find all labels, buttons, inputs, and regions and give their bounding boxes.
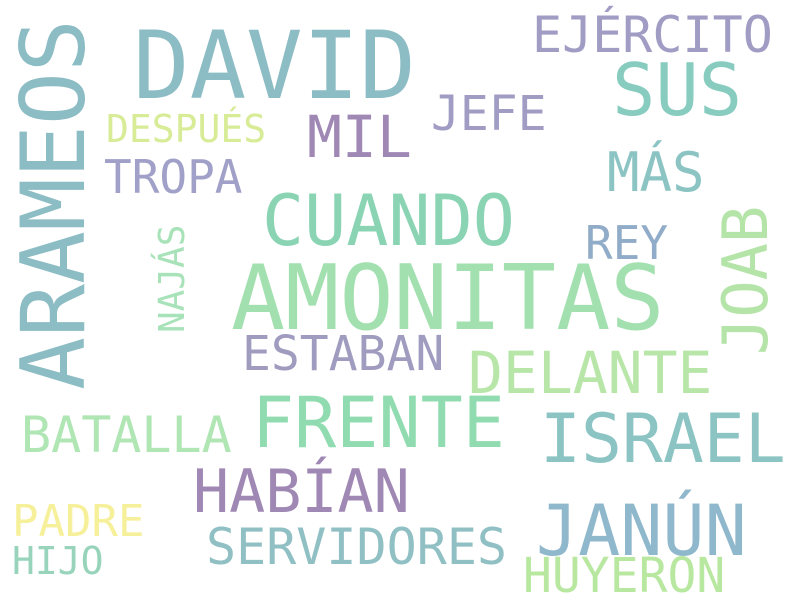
word-david: DAVID xyxy=(133,12,416,121)
word-padre: PADRE xyxy=(12,496,145,547)
word-janun: JANÚN xyxy=(536,490,747,572)
word-ejercito: EJÉRCITO xyxy=(532,6,773,64)
word-arameos: ARAMEOS xyxy=(2,19,105,390)
word-najas: NAJÁS xyxy=(152,224,193,333)
word-frente: FRENTE xyxy=(252,382,505,464)
word-hijo: HIJO xyxy=(12,539,104,583)
word-amonitas: AMONITAS xyxy=(231,246,665,351)
word-rey: REY xyxy=(585,216,669,270)
word-servidores: SERVIDORES xyxy=(206,518,508,576)
word-batalla: BATALLA xyxy=(21,406,232,464)
word-estaban: ESTABAN xyxy=(242,326,445,382)
word-cuando: CUANDO xyxy=(262,180,515,262)
word-tropa: TROPA xyxy=(104,150,243,204)
word-jefe: JEFE xyxy=(431,86,547,142)
word-mas: MÁS xyxy=(607,141,705,204)
word-habian: HABÍAN xyxy=(193,457,410,527)
word-delante: DELANTE xyxy=(468,339,713,407)
word-mil: MIL xyxy=(307,103,412,171)
word-joab: JOAB xyxy=(709,205,782,355)
word-despues: DESPUÉS xyxy=(106,107,267,151)
word-sus: SUS xyxy=(612,48,743,132)
word-huyeron: HUYERON xyxy=(523,548,726,600)
word-israel: ISRAEL xyxy=(540,400,786,479)
